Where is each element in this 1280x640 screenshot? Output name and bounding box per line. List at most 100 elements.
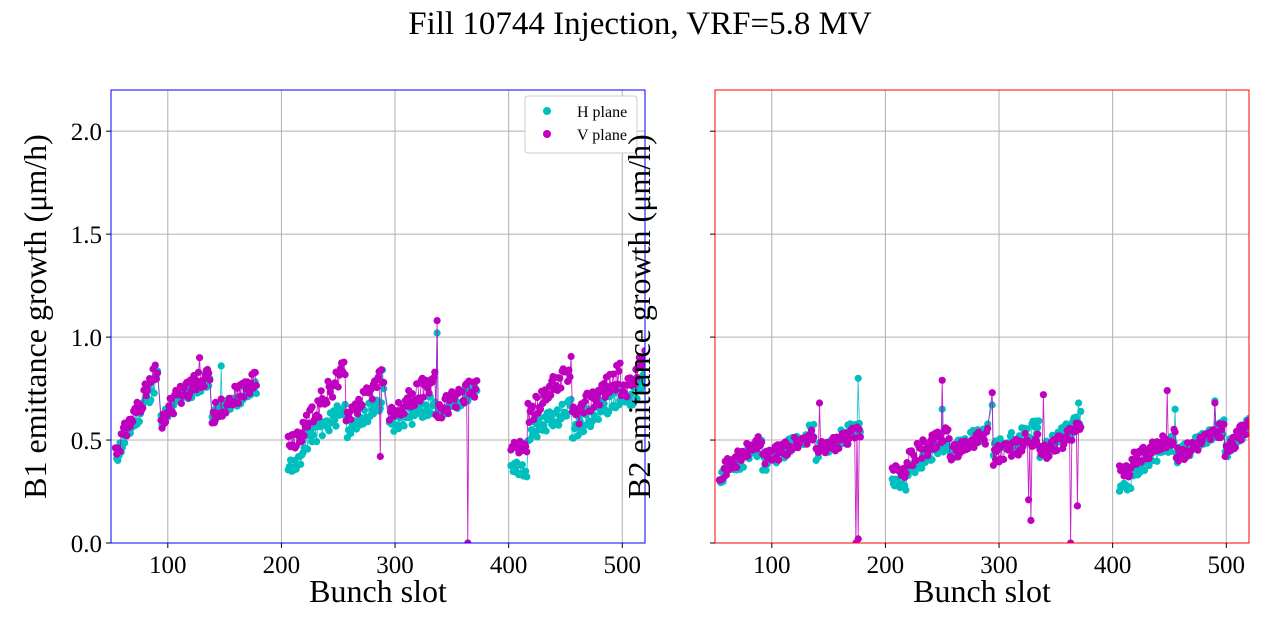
b2-xtick-label: 500 <box>1208 552 1246 579</box>
b1-legend-label-h-plane: H plane <box>577 104 627 121</box>
b1-v-plane-point <box>471 393 479 401</box>
b2-v-plane-point <box>1220 420 1228 428</box>
b1-v-plane-point <box>161 418 170 426</box>
b1-v-plane-point <box>615 367 623 375</box>
b2-h-plane-point <box>1171 405 1179 413</box>
b1-h-plane-point <box>633 395 641 403</box>
b1-ytick-label: 1.5 <box>71 222 102 249</box>
b1-h-plane-point <box>331 416 339 424</box>
b1-v-plane-point <box>609 370 617 378</box>
b1-h-plane-point <box>309 431 317 439</box>
b2-h-plane-point <box>854 374 862 382</box>
b1-v-plane-point <box>464 539 472 543</box>
b1-h-plane-point <box>540 421 548 429</box>
b2-v-plane-point <box>854 535 862 543</box>
b2-v-plane-point <box>758 438 766 446</box>
b1-ytick-label: 0.5 <box>71 428 102 455</box>
b2-h-plane-point <box>1075 399 1083 407</box>
figure-title: Fill 10744 Injection, VRF=5.8 MV <box>408 6 872 42</box>
b1-v-plane-point <box>308 403 316 411</box>
b2-v-plane-point <box>1025 496 1033 504</box>
b2-v-plane-point <box>744 452 752 460</box>
b1-v-plane-point <box>590 403 598 411</box>
b1-h-plane-point <box>135 418 143 426</box>
b1-v-plane-point <box>323 399 331 407</box>
b2-v-plane-point <box>1237 436 1245 444</box>
b1-legend-marker-h-plane <box>543 107 551 115</box>
b1-v-plane-point <box>129 418 137 426</box>
b2-v-plane-point <box>944 426 952 434</box>
b1-v-plane-point <box>616 359 624 367</box>
b1-h-plane-point <box>641 382 645 390</box>
b1-v-plane-point <box>528 402 537 410</box>
b2-v-plane-point <box>993 447 1001 455</box>
b1-v-plane-point <box>556 374 564 382</box>
b2-v-plane-point <box>925 447 933 455</box>
b1-legend-box <box>524 95 638 154</box>
b1-v-plane-point <box>547 391 555 399</box>
b1-h-plane-point <box>380 385 388 393</box>
b1-xtick-label: 400 <box>490 552 528 579</box>
b1-v-plane-point <box>458 388 466 396</box>
b1-h-plane-point <box>325 427 333 435</box>
b1-h-plane-point <box>640 370 645 378</box>
b1-v-plane-point <box>353 410 362 418</box>
b1-v-plane-point <box>374 373 382 381</box>
b2-v-plane-point <box>1231 443 1239 451</box>
b1-v-plane-point <box>234 399 242 407</box>
b1-v-plane-point <box>315 413 323 421</box>
b2-v-plane-point <box>933 443 941 451</box>
b1-legend-label-v-plane: V plane <box>577 127 627 144</box>
b1-v-plane-point <box>596 401 604 409</box>
b1-v-plane-point <box>641 347 645 355</box>
b1-v-plane-point <box>240 393 248 401</box>
b1-legend-marker-v-plane <box>543 130 551 138</box>
b1-v-plane-point <box>300 432 308 440</box>
b1-h-plane-point <box>297 460 305 468</box>
b2-h-plane-point <box>1077 407 1085 415</box>
b1-h-plane-point <box>567 395 575 403</box>
b2-v-plane-point <box>1194 446 1202 454</box>
b1-v-plane-point <box>152 375 160 383</box>
b2-h-plane-point <box>1153 457 1161 465</box>
b1-v-plane-point <box>460 399 468 407</box>
b2-h-plane-point <box>918 464 926 472</box>
b2-h-plane-point <box>938 405 946 413</box>
b2-v-plane-point <box>938 376 946 384</box>
b1-v-plane-point <box>473 377 481 385</box>
b1-h-plane-point <box>400 422 408 430</box>
b2-xtick-label: 400 <box>1094 552 1132 579</box>
b1-plot-frame <box>110 89 646 544</box>
b1-v-plane-point <box>408 390 416 398</box>
b1-h-plane-point <box>217 362 225 370</box>
b1-v-plane-point <box>252 381 260 390</box>
b1-v-plane-point <box>151 361 159 369</box>
b2-h-plane-point <box>1127 484 1135 492</box>
b2-v-plane-point <box>912 456 920 464</box>
b2-v-plane-point <box>810 433 818 441</box>
b2-v-plane-point <box>1067 539 1075 543</box>
b1-h-plane-point <box>628 401 637 409</box>
b2-v-plane-point <box>1169 439 1177 447</box>
b2-xtick-label: 200 <box>867 552 905 579</box>
b1-v-plane-point <box>581 398 589 406</box>
b2-v-plane-point <box>761 460 769 468</box>
b1-v-plane-point <box>557 384 565 392</box>
b2-v-plane-point <box>1060 440 1068 449</box>
b1-v-plane-point <box>640 353 645 361</box>
b1-v-plane-point <box>425 389 433 397</box>
b2-v-plane-point <box>1218 426 1226 434</box>
b2-v-plane-point <box>984 424 992 432</box>
b1-h-plane-point <box>518 461 526 469</box>
b2-v-plane-point <box>964 444 973 452</box>
b1-data <box>111 317 645 543</box>
b1-h-plane-point <box>376 404 384 412</box>
b1-h-plane-point <box>408 420 416 428</box>
b2-v-plane-point <box>1126 471 1134 479</box>
b2-h-plane-point <box>1140 466 1149 475</box>
b1-v-plane-point <box>638 361 645 369</box>
b2-v-plane-point <box>754 433 762 441</box>
b1-v-plane-point <box>368 395 376 403</box>
b1-v-plane-point <box>206 376 214 384</box>
b2-v-plane-point <box>929 436 937 444</box>
